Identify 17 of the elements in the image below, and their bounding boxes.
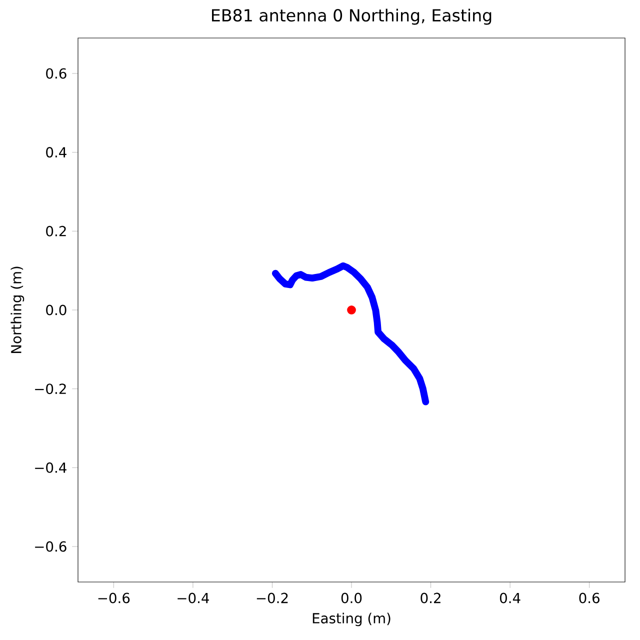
y-tick-label: 0.6 xyxy=(46,68,66,79)
chart-title: EB81 antenna 0 Northing, Easting xyxy=(212,8,492,25)
y-tick-label: −0.2 xyxy=(35,384,66,394)
x-tick-label: 0.2 xyxy=(420,592,440,604)
x-tick-label: 0.4 xyxy=(500,592,520,604)
y-axis-title: Northing (m) xyxy=(10,266,24,354)
x-tick-label: 0.0 xyxy=(341,592,362,604)
x-tick-label: −0.6 xyxy=(98,592,130,604)
x-tick-label: 0.6 xyxy=(579,592,600,604)
y-tick-label: −0.6 xyxy=(35,541,66,552)
y-tick-label: 0.0 xyxy=(46,304,66,316)
y-tick-label: 0.4 xyxy=(46,147,66,158)
x-tick-label: −0.4 xyxy=(178,592,209,604)
y-tick-label: −0.4 xyxy=(35,462,66,473)
x-axis-title: Easting (m) xyxy=(312,612,390,626)
x-tick-label: −0.2 xyxy=(256,592,288,604)
y-tick-label: 0.2 xyxy=(46,226,66,236)
